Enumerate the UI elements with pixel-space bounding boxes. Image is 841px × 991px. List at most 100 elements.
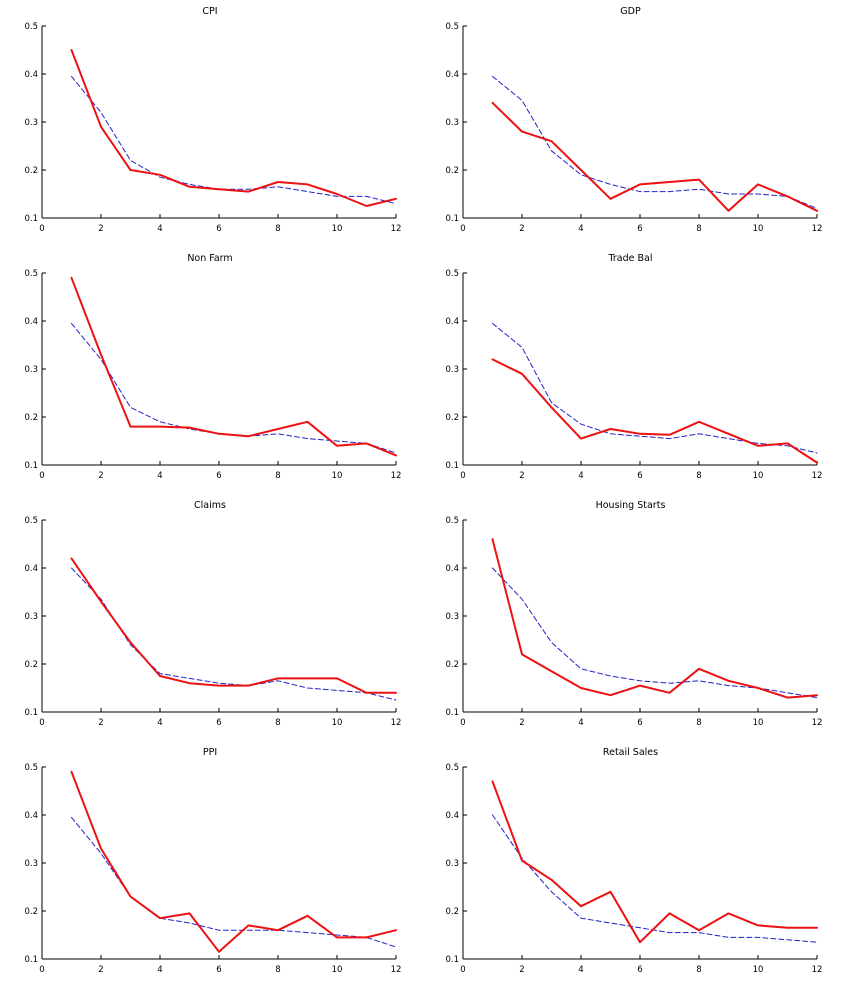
x-tick-label: 4 (578, 224, 583, 234)
series-line-solid-red (70, 49, 397, 207)
y-tick-label: 0.1 (445, 461, 459, 471)
x-tick-label: 2 (519, 965, 524, 975)
x-tick-label: 4 (157, 718, 162, 728)
y-tick-label: 0.5 (445, 269, 459, 279)
x-tick-label: 2 (98, 471, 103, 481)
y-tick-label: 0.1 (445, 214, 459, 224)
x-tick-label: 6 (216, 471, 221, 481)
x-tick-label: 10 (752, 471, 763, 481)
x-tick-label: 4 (157, 965, 162, 975)
x-tick-label: 12 (811, 965, 822, 975)
y-tick-label: 0.3 (24, 365, 38, 375)
chart-title-cpi: CPI (202, 6, 218, 17)
subplot-housing-starts: Housing Starts 0.1 0.2 0.3 0.4 0.5 0 2 4 6 8 10 12 (420, 497, 841, 744)
y-tick-label: 0.1 (24, 955, 38, 965)
housing-starts-plot-canvas: 0.1 0.2 0.3 0.4 0.5 0 2 4 6 8 10 12 (445, 516, 822, 728)
x-tick-label: 8 (275, 224, 280, 234)
x-tick-label: 0 (39, 718, 44, 728)
x-tick-label: 4 (578, 965, 583, 975)
series-line-dashed-blue (71, 816, 397, 948)
x-tick-label: 8 (696, 471, 701, 481)
y-tick-label: 0.4 (24, 811, 38, 821)
x-tick-label: 0 (460, 718, 465, 728)
y-tick-label: 0.1 (24, 708, 38, 718)
chart-title-claims: Claims (194, 500, 226, 511)
y-tick-label: 0.3 (24, 612, 38, 622)
subplot-ppi: PPI 0.1 0.2 0.3 0.4 0.5 0 2 4 6 8 10 12 (0, 744, 420, 991)
x-tick-label: 8 (696, 224, 701, 234)
x-tick-label: 8 (696, 965, 701, 975)
x-tick-label: 2 (519, 471, 524, 481)
x-tick-label: 2 (98, 965, 103, 975)
x-tick-label: 10 (332, 471, 343, 481)
y-tick-label: 0.2 (24, 907, 38, 917)
x-tick-label: 8 (696, 718, 701, 728)
y-tick-label: 0.4 (24, 70, 38, 80)
cpi-plot-canvas: 0.1 0.2 0.3 0.4 0.5 0 2 4 6 8 10 12 (24, 22, 402, 234)
y-tick-label: 0.2 (445, 413, 459, 423)
x-tick-label: 10 (752, 965, 763, 975)
subplot-cpi: CPI 0.1 0.2 0.3 0.4 0.5 0 2 4 6 8 10 12 (0, 3, 420, 250)
x-tick-label: 12 (391, 224, 402, 234)
y-tick-label: 0.2 (445, 907, 459, 917)
series-line-solid-red (70, 276, 397, 457)
y-tick-label: 0.1 (445, 708, 459, 718)
x-tick-label: 8 (275, 471, 280, 481)
x-tick-label: 10 (332, 224, 343, 234)
y-tick-label: 0.3 (24, 118, 38, 128)
subplot-gdp: GDP 0.1 0.2 0.3 0.4 0.5 0 2 4 6 8 10 12 (420, 3, 841, 250)
y-tick-label: 0.2 (445, 660, 459, 670)
gdp-plot-canvas: 0.1 0.2 0.3 0.4 0.5 0 2 4 6 8 10 12 (445, 22, 822, 234)
series-line-dashed-blue (491, 567, 817, 699)
series-line-solid-red (491, 358, 818, 464)
x-tick-label: 10 (752, 718, 763, 728)
x-tick-label: 10 (332, 965, 343, 975)
y-tick-label: 0.3 (445, 859, 459, 869)
x-tick-label: 12 (391, 965, 402, 975)
chart-title-non-farm: Non Farm (187, 253, 233, 264)
x-tick-label: 12 (391, 471, 402, 481)
y-tick-label: 0.1 (24, 461, 38, 471)
y-tick-label: 0.2 (24, 413, 38, 423)
y-tick-label: 0.3 (24, 859, 38, 869)
x-tick-label: 6 (216, 224, 221, 234)
y-tick-label: 0.1 (445, 955, 459, 965)
x-tick-label: 4 (157, 224, 162, 234)
series-line-solid-red (491, 780, 818, 944)
x-tick-label: 4 (578, 718, 583, 728)
x-tick-label: 6 (637, 224, 642, 234)
chart-title-gdp: GDP (620, 6, 641, 17)
chart-title-housing-starts: Housing Starts (595, 500, 666, 511)
x-tick-label: 6 (637, 471, 642, 481)
series-line-solid-red (491, 101, 818, 212)
x-tick-label: 12 (811, 471, 822, 481)
y-tick-label: 0.4 (445, 317, 459, 327)
subplot-claims: Claims 0.1 0.2 0.3 0.4 0.5 0 2 4 6 8 10 12 (0, 497, 420, 744)
y-tick-label: 0.2 (24, 166, 38, 176)
x-tick-label: 0 (39, 224, 44, 234)
y-tick-label: 0.2 (445, 166, 459, 176)
x-tick-label: 6 (216, 718, 221, 728)
series-line-dashed-blue (71, 75, 397, 205)
y-tick-label: 0.1 (24, 214, 38, 224)
x-tick-label: 8 (275, 718, 280, 728)
chart-title-trade-bal: Trade Bal (608, 253, 653, 264)
x-tick-label: 4 (157, 471, 162, 481)
x-tick-label: 2 (519, 718, 524, 728)
y-tick-label: 0.5 (445, 516, 459, 526)
y-tick-label: 0.5 (24, 516, 38, 526)
series-line-dashed-blue (71, 322, 397, 454)
y-tick-label: 0.4 (445, 564, 459, 574)
x-tick-label: 6 (637, 965, 642, 975)
y-tick-label: 0.5 (445, 22, 459, 32)
y-tick-label: 0.3 (445, 365, 459, 375)
x-tick-label: 12 (811, 718, 822, 728)
y-tick-label: 0.2 (24, 660, 38, 670)
y-tick-label: 0.5 (24, 763, 38, 773)
series-line-dashed-blue (491, 322, 817, 454)
chart-title-retail-sales: Retail Sales (602, 747, 659, 758)
x-tick-label: 0 (460, 965, 465, 975)
trade-bal-plot-canvas: 0.1 0.2 0.3 0.4 0.5 0 2 4 6 8 10 12 (445, 269, 822, 481)
x-tick-label: 12 (391, 718, 402, 728)
y-tick-label: 0.3 (445, 612, 459, 622)
